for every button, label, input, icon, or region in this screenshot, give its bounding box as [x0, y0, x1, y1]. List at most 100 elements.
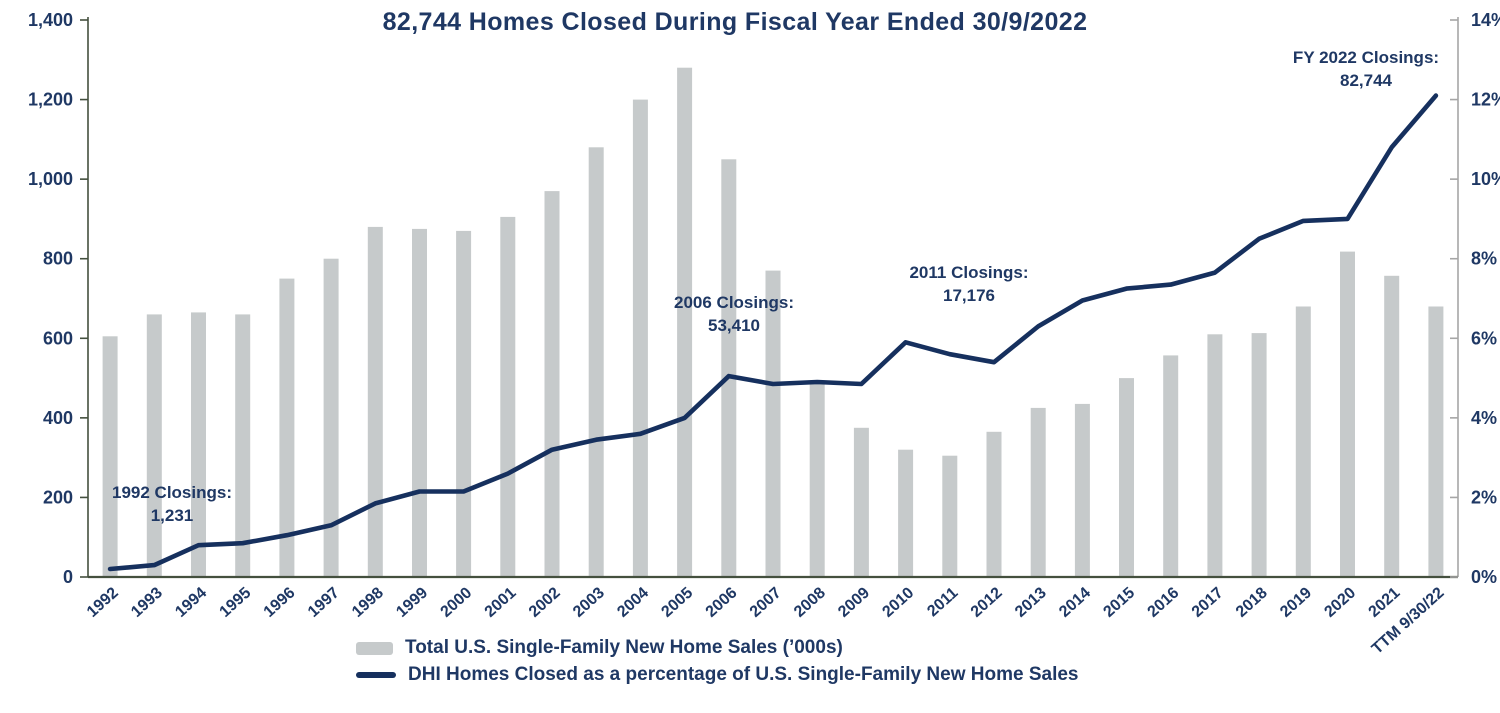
- x-label-1999: 1999: [393, 584, 431, 621]
- x-label-1998: 1998: [349, 584, 387, 621]
- bar-2005: [677, 67, 693, 577]
- bar-1995: [235, 314, 251, 577]
- x-label-2020: 2020: [1321, 584, 1359, 621]
- line-series-swatch: [356, 672, 396, 678]
- x-label-2006: 2006: [703, 584, 741, 621]
- right-axis-label: 10%: [1471, 169, 1500, 189]
- annotation-label: FY 2022 Closings:: [1292, 48, 1440, 67]
- bar-1994: [191, 312, 206, 577]
- annotation-value: 17,176: [943, 286, 995, 305]
- x-label-2001: 2001: [482, 584, 520, 621]
- x-label-1997: 1997: [305, 584, 343, 621]
- annotation-label: 2006 Closings:: [674, 293, 794, 312]
- x-label-2004: 2004: [614, 584, 652, 621]
- bar-2018: [1251, 333, 1267, 577]
- bar-2021: [1384, 275, 1400, 577]
- dhi-percentage-line: [107, 93, 1439, 572]
- bar-2010: [898, 449, 914, 577]
- legend-item-bars: Total U.S. Single-Family New Home Sales …: [356, 637, 1078, 659]
- legend-item-line: DHI Homes Closed as a percentage of U.S.…: [356, 664, 1078, 686]
- x-label-1993: 1993: [128, 584, 166, 621]
- annotation-value: 1,231: [150, 506, 194, 525]
- left-axis-label: 0: [63, 567, 73, 587]
- bar-2006: [721, 159, 737, 578]
- x-label-2008: 2008: [791, 584, 829, 621]
- left-axis-label: 1,200: [28, 90, 73, 110]
- right-axis-label: 8%: [1471, 249, 1497, 269]
- x-label-2016: 2016: [1145, 584, 1183, 621]
- x-label-1992: 1992: [84, 584, 122, 621]
- bar-1997: [323, 258, 339, 577]
- x-label-2015: 2015: [1100, 584, 1138, 621]
- bar-2020: [1340, 251, 1355, 577]
- bar-2003: [588, 147, 604, 578]
- left-axis-label: 400: [43, 408, 73, 428]
- bar-2007: [765, 270, 781, 577]
- bar-2012: [986, 431, 1002, 577]
- bar-2013: [1030, 407, 1046, 577]
- annotation-label: 2011 Closings:: [909, 263, 1029, 282]
- bar-series-swatch: [356, 641, 393, 655]
- bar-2001: [500, 216, 516, 577]
- bar-2009: [853, 427, 869, 577]
- x-label-1996: 1996: [261, 584, 299, 621]
- bar-1996: [279, 278, 295, 577]
- bar-2002: [544, 191, 560, 577]
- left-axis-label: 200: [43, 487, 73, 507]
- bar-2016: [1163, 355, 1179, 577]
- chart-title: 82,744 Homes Closed During Fiscal Year E…: [382, 8, 1088, 36]
- bar-2004: [632, 99, 648, 577]
- right-axis-label: 6%: [1471, 328, 1497, 348]
- bar-2008: [809, 384, 825, 577]
- right-axis-label: 2%: [1471, 487, 1497, 507]
- bar-1992: [102, 336, 118, 577]
- x-label-2010: 2010: [879, 584, 917, 621]
- chart-legend: Total U.S. Single-Family New Home Sales …: [356, 637, 1078, 686]
- bar-2019: [1295, 306, 1311, 577]
- x-label-1995: 1995: [217, 584, 255, 621]
- x-label-2012: 2012: [968, 584, 1006, 621]
- right-axis-label: 12%: [1471, 90, 1500, 110]
- right-axis-label: 4%: [1471, 408, 1497, 428]
- x-label-2003: 2003: [570, 584, 608, 621]
- x-label-2007: 2007: [747, 584, 785, 621]
- chart-annotation: 2006 Closings: 53,410: [674, 291, 794, 337]
- bar-1999: [412, 228, 427, 577]
- chart-annotation: FY 2022 Closings: 82,744: [1293, 46, 1439, 92]
- annotation-value: 53,410: [708, 316, 760, 335]
- bar-2017: [1207, 334, 1223, 577]
- left-axis-label: 1,400: [28, 10, 73, 30]
- x-label-2017: 2017: [1189, 584, 1227, 621]
- bar-2011: [942, 455, 958, 577]
- x-label-2011: 2011: [924, 584, 961, 620]
- bar-2015: [1119, 378, 1134, 577]
- x-label-2019: 2019: [1277, 584, 1315, 621]
- bar-2014: [1074, 403, 1090, 577]
- right-axis-label: 14%: [1471, 10, 1500, 30]
- legend-label-bars: Total U.S. Single-Family New Home Sales …: [405, 637, 843, 658]
- x-label-2013: 2013: [1012, 584, 1050, 621]
- chart-annotation: 1992 Closings: 1,231: [112, 481, 232, 527]
- x-label-2000: 2000: [437, 584, 475, 621]
- bar-1993: [146, 314, 162, 577]
- legend-label-line: DHI Homes Closed as a percentage of U.S.…: [408, 664, 1079, 685]
- x-label-2005: 2005: [658, 584, 696, 621]
- chart-annotation: 2011 Closings: 17,176: [909, 261, 1028, 307]
- annotation-label: 1992 Closings:: [112, 483, 232, 502]
- bar-2000: [456, 230, 472, 577]
- x-label-2021: 2021: [1366, 584, 1404, 621]
- x-label-1994: 1994: [172, 584, 210, 621]
- left-axis-label: 800: [43, 249, 73, 269]
- annotation-value: 82,744: [1339, 71, 1392, 90]
- x-label-2009: 2009: [835, 584, 873, 621]
- x-label-2018: 2018: [1233, 584, 1271, 621]
- bar-1998: [367, 226, 383, 577]
- right-axis-label: 0%: [1471, 567, 1497, 587]
- bar-TTM 9/30/22: [1428, 306, 1444, 577]
- x-label-2002: 2002: [526, 584, 564, 621]
- left-axis-label: 600: [43, 328, 73, 348]
- left-axis-label: 1,000: [28, 169, 73, 189]
- x-label-2014: 2014: [1056, 584, 1094, 621]
